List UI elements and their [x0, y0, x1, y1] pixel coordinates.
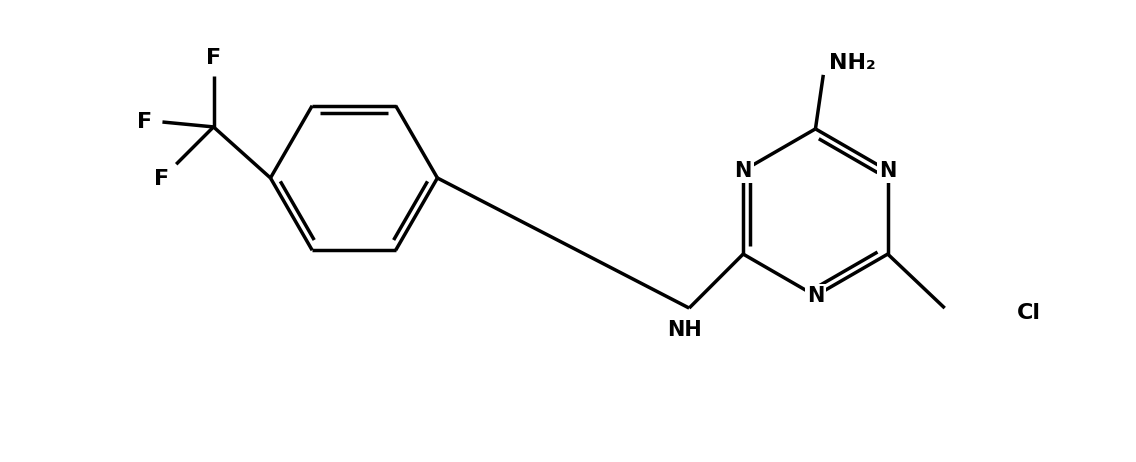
Text: NH₂: NH₂ — [829, 53, 876, 73]
Text: NH: NH — [667, 320, 702, 340]
Text: F: F — [206, 48, 222, 68]
Text: N: N — [735, 161, 752, 181]
Text: F: F — [137, 112, 152, 132]
Text: N: N — [879, 161, 896, 181]
Text: Cl: Cl — [1018, 303, 1042, 323]
Text: N: N — [807, 286, 824, 306]
Text: F: F — [153, 169, 169, 189]
